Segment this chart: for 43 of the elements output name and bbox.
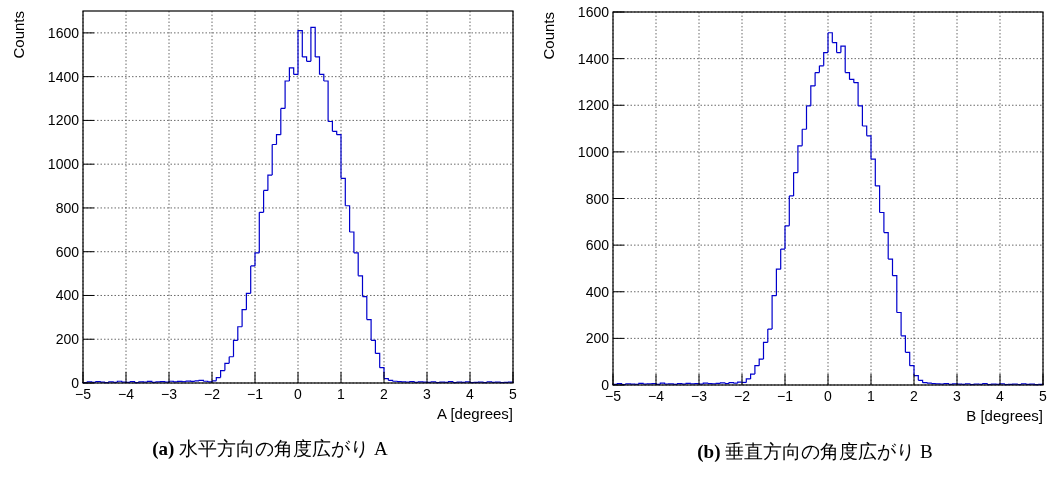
y-tick-label: 600 — [55, 243, 80, 260]
y-tick-label: 1600 — [47, 24, 80, 41]
x-tick-label: 5 — [1039, 388, 1048, 404]
x-tick-label: −3 — [691, 388, 708, 404]
x-tick-label: 3 — [423, 386, 432, 402]
y-tick-label: 800 — [585, 190, 610, 207]
y-tick-label: 0 — [71, 375, 80, 391]
y-tick-label: 1200 — [577, 97, 610, 114]
x-tick-label: 1 — [867, 388, 876, 404]
x-tick-label: 0 — [824, 388, 833, 404]
y-tick-label: 1000 — [47, 156, 80, 173]
x-tick-label: 4 — [996, 388, 1005, 404]
text: (b) 垂直方向の角度広がり B — [697, 441, 933, 463]
y-tick-label: 400 — [585, 283, 610, 300]
y-axis-title: Counts — [10, 11, 27, 59]
x-tick-label: −1 — [777, 388, 794, 404]
x-tick-label: −2 — [734, 388, 751, 404]
x-tick-label: 2 — [910, 388, 919, 404]
x-tick-label: 0 — [294, 386, 303, 402]
x-tick-label: −3 — [161, 386, 178, 402]
y-tick-label: 600 — [585, 237, 610, 254]
y-tick-label: 1400 — [47, 68, 80, 85]
x-tick-label: 2 — [380, 386, 389, 402]
y-tick-label: 1600 — [577, 4, 610, 20]
x-tick-label: −1 — [247, 386, 264, 402]
x-tick-label: −4 — [118, 386, 135, 402]
y-tick-label: 800 — [55, 199, 80, 216]
x-tick-label: 3 — [953, 388, 962, 404]
y-tick-label: 1400 — [577, 50, 610, 67]
x-tick-label: 5 — [509, 386, 518, 402]
x-tick-label: 1 — [337, 386, 346, 402]
x-axis-title: A [degrees] — [437, 405, 513, 422]
x-tick-label: 4 — [466, 386, 475, 402]
y-tick-label: 200 — [55, 331, 80, 348]
y-tick-label: 400 — [55, 287, 80, 304]
x-axis-title: B [degrees] — [966, 407, 1043, 424]
y-tick-label: 1000 — [577, 143, 610, 160]
x-tick-label: −2 — [204, 386, 221, 402]
y-axis-title: Counts — [540, 12, 557, 60]
text: (a) 水平方向の角度広がり A — [152, 438, 388, 460]
y-tick-label: 1200 — [47, 112, 80, 129]
y-tick-label: 200 — [585, 330, 610, 347]
x-tick-label: −4 — [648, 388, 665, 404]
